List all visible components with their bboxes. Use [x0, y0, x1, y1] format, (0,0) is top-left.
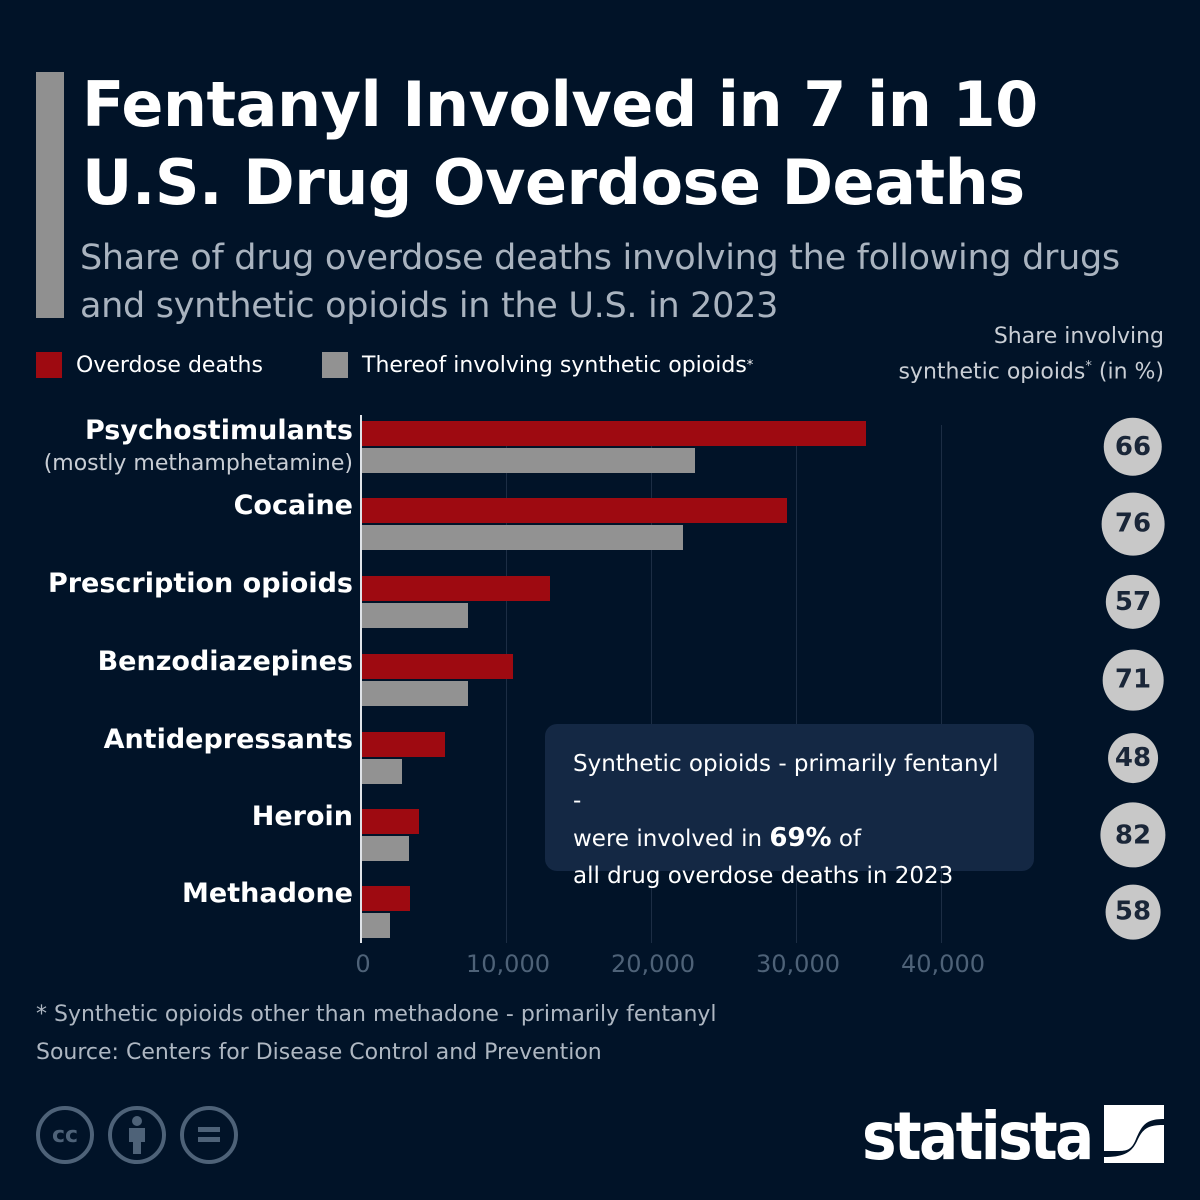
- legend-item-overdose: Overdose deaths: [36, 352, 263, 378]
- legend-label: Thereof involving synthetic opioids: [362, 352, 747, 378]
- bar-synthetic: [361, 525, 683, 550]
- statista-logo[interactable]: statista: [862, 1098, 1094, 1175]
- x-tick-label: 40,000: [901, 950, 985, 978]
- bar-synthetic: [361, 913, 390, 938]
- gridline: [651, 425, 652, 943]
- chart-title: Fentanyl Involved in 7 in 10 U.S. Drug O…: [82, 68, 1038, 219]
- bar-overdose: [361, 576, 550, 601]
- x-tick-label: 20,000: [611, 950, 695, 978]
- share-circle: 66: [1103, 417, 1163, 477]
- source: Source: Centers for Disease Control and …: [36, 1040, 602, 1065]
- title-accent-bar: [36, 72, 64, 318]
- note-line3: all drug overdose deaths in 2023: [573, 863, 954, 889]
- bar-overdose: [361, 732, 446, 757]
- legend-sup: *: [746, 357, 754, 373]
- share-circle: 48: [1108, 733, 1158, 783]
- category-label: Heroin: [251, 801, 353, 832]
- bar-synthetic: [361, 836, 409, 861]
- category-label: Cocaine: [233, 490, 353, 521]
- bar-overdose: [361, 654, 514, 679]
- statista-logo-icon: [1104, 1105, 1164, 1163]
- share-circle: 71: [1102, 649, 1164, 711]
- share-circle: 57: [1105, 574, 1161, 630]
- share-header-line1: Share involving: [993, 324, 1164, 349]
- note-highlight: 69%: [769, 823, 832, 853]
- share-circle: 76: [1101, 492, 1165, 556]
- category-label: Antidepressants: [103, 724, 353, 755]
- note-line2: were involved in: [573, 826, 770, 852]
- bar-synthetic: [361, 759, 402, 784]
- share-circle: 82: [1100, 802, 1166, 868]
- bar-overdose: [361, 421, 866, 446]
- bar-synthetic: [361, 681, 469, 706]
- category-label: Prescription opioids: [47, 568, 353, 599]
- bar-overdose: [361, 809, 419, 834]
- category-label: Benzodiazepines: [97, 646, 353, 677]
- footnote: * Synthetic opioids other than methadone…: [36, 1002, 717, 1027]
- legend-item-synthetic: Thereof involving synthetic opioids *: [322, 352, 753, 378]
- chart-subtitle: Share of drug overdose deaths involving …: [80, 238, 1120, 326]
- category-label: Methadone: [182, 878, 353, 909]
- share-header-sup: *: [1085, 359, 1092, 374]
- annotation-box: Synthetic opioids - primarily fentanyl -…: [545, 724, 1034, 889]
- note-line1: Synthetic opioids - primarily fentanyl -: [573, 751, 999, 814]
- share-circle: 58: [1105, 884, 1161, 940]
- cc-icon[interactable]: cc: [36, 1106, 94, 1164]
- legend-swatch-red: [36, 352, 62, 378]
- category-label: Psychostimulants: [84, 415, 353, 446]
- x-tick-label: 30,000: [756, 950, 840, 978]
- category-sublabel: (mostly methamphetamine): [43, 451, 353, 476]
- nd-icon[interactable]: [180, 1106, 238, 1164]
- gridline: [796, 425, 797, 943]
- x-tick-label: 0: [355, 950, 371, 978]
- x-tick-label: 10,000: [466, 950, 550, 978]
- bar-synthetic: [361, 448, 695, 473]
- share-header-suffix: (in %): [1091, 359, 1164, 385]
- share-header-line2: synthetic opioids: [898, 359, 1086, 385]
- bar-overdose: [361, 886, 411, 911]
- gridline: [506, 425, 507, 943]
- bar-overdose: [361, 498, 788, 523]
- note-line2-end: of: [831, 826, 862, 852]
- by-icon[interactable]: [108, 1106, 166, 1164]
- legend-label: Overdose deaths: [76, 352, 263, 378]
- legend-swatch-gray: [322, 352, 348, 378]
- y-axis-line: [360, 415, 362, 943]
- share-header: Share involving synthetic opioids* (in %…: [898, 322, 1164, 387]
- bar-synthetic: [361, 603, 469, 628]
- gridline: [941, 425, 942, 943]
